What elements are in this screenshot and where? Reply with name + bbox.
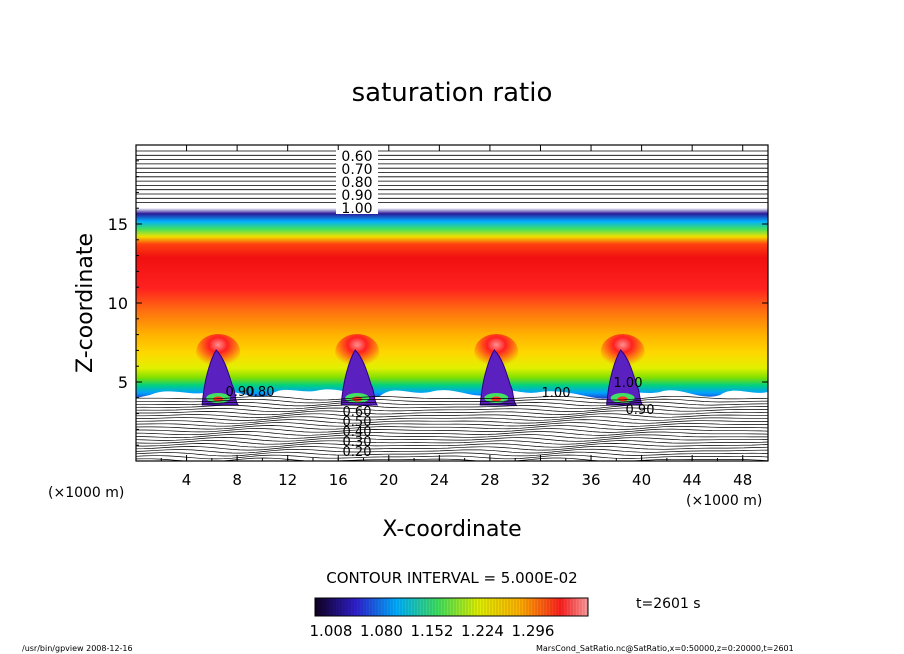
x-tick-label: 24	[430, 471, 449, 489]
x-tick-label: 28	[480, 471, 499, 489]
y-axis-label: Z-coordinate	[73, 233, 98, 373]
x-tick-label: 48	[733, 471, 752, 489]
x-tick-label: 36	[581, 471, 600, 489]
colorbar	[314, 597, 589, 617]
contour-line-lower	[136, 416, 768, 421]
cell-plume	[606, 349, 644, 406]
x-tick-label: 12	[278, 471, 297, 489]
contour-interval-text: CONTOUR INTERVAL = 5.000E-02	[326, 569, 577, 587]
contour-label: 0.50	[343, 415, 372, 430]
contour-line-lower	[136, 410, 768, 416]
contour-label: 0.40	[343, 425, 372, 440]
time-label: t=2601 s	[636, 596, 701, 612]
contour-line-lower	[136, 443, 768, 448]
contour-line-lower	[136, 413, 768, 418]
contour-label: 1.00	[341, 201, 372, 217]
plot-area	[136, 145, 768, 461]
contour-line-lower	[136, 395, 768, 401]
contour-line-lower	[136, 445, 768, 451]
contour-label-inline: 0.90	[226, 385, 255, 400]
contour-line-lower	[136, 448, 768, 454]
x-axis-label: X-coordinate	[382, 517, 521, 542]
contour-label-bg	[336, 176, 378, 188]
contour-line-lower	[136, 451, 768, 457]
contour-line-lower	[136, 398, 768, 404]
contour-label-bg	[336, 189, 378, 201]
contour-line-lower	[136, 425, 768, 430]
y-tick-label: 10	[108, 294, 128, 313]
contour-label: 0.60	[341, 149, 372, 165]
cell-core	[491, 396, 502, 402]
footer-left: /usr/bin/gpview 2008-12-16	[22, 644, 133, 653]
contour-line-lower	[136, 422, 768, 427]
colorbar-tick-label: 1.224	[461, 622, 504, 640]
contour-line-lower	[136, 404, 768, 410]
contour-line-lower	[136, 407, 768, 413]
y-tick-label: 5	[118, 373, 128, 392]
x-axis-unit: (×1000 m)	[686, 493, 762, 509]
y-axis-unit: (×1000 m)	[48, 485, 124, 501]
x-tick-label: 20	[379, 471, 398, 489]
x-tick-label: 8	[232, 471, 242, 489]
y-tick-label: 15	[108, 215, 128, 234]
x-tick-label: 44	[683, 471, 702, 489]
colorbar-tick-label: 1.152	[411, 622, 454, 640]
colorbar-tick-label: 1.296	[512, 622, 555, 640]
contour-line-lower	[136, 428, 768, 433]
footer-right: MarsCond_SatRatio.nc@SatRatio,x=0:50000,…	[536, 644, 794, 653]
contour-line-lower	[136, 440, 768, 445]
colorbar-tick-label: 1.080	[360, 622, 403, 640]
contour-label-bg	[336, 202, 378, 214]
contour-label: 0.80	[341, 175, 372, 191]
cell-plume	[340, 349, 379, 406]
saturation-layer	[136, 208, 768, 399]
contour-line-lower	[136, 419, 768, 424]
contour-label-inline: 0.80	[246, 385, 275, 400]
contour-label-inline: 1.00	[542, 386, 571, 401]
x-tick-label: 40	[632, 471, 651, 489]
contour-label: 0.70	[341, 162, 372, 178]
contour-line-lower	[136, 457, 768, 461]
contour-line-lower	[136, 431, 768, 436]
contour-lines	[136, 150, 768, 461]
contour-label: 0.30	[343, 435, 372, 450]
contour-label-inline: 1.00	[614, 376, 643, 391]
colorbar-tick-label: 1.008	[310, 622, 353, 640]
contour-label-bg	[336, 163, 378, 175]
contour-line-lower	[136, 401, 768, 407]
contour-label: 0.20	[343, 445, 372, 460]
contour-label-inline: 0.90	[626, 403, 655, 418]
chart-title: saturation ratio	[352, 78, 553, 108]
cell-core	[617, 396, 628, 402]
contour-label: 0.60	[343, 405, 372, 420]
x-tick-label: 16	[329, 471, 348, 489]
contour-label: 0.90	[341, 188, 372, 204]
x-tick-label: 32	[531, 471, 550, 489]
x-tick-label: 4	[182, 471, 192, 489]
contour-line-lower	[136, 454, 768, 460]
contour-line-lower	[136, 434, 768, 439]
contour-label-bg	[336, 150, 378, 162]
cell-plume	[479, 349, 518, 406]
contour-labels: 0.600.700.800.901.000.600.500.400.300.20…	[226, 149, 655, 460]
colorbar-tick-labels: 1.008 1.080 1.152 1.224 1.296	[310, 622, 555, 640]
contour-line-lower	[136, 437, 768, 442]
